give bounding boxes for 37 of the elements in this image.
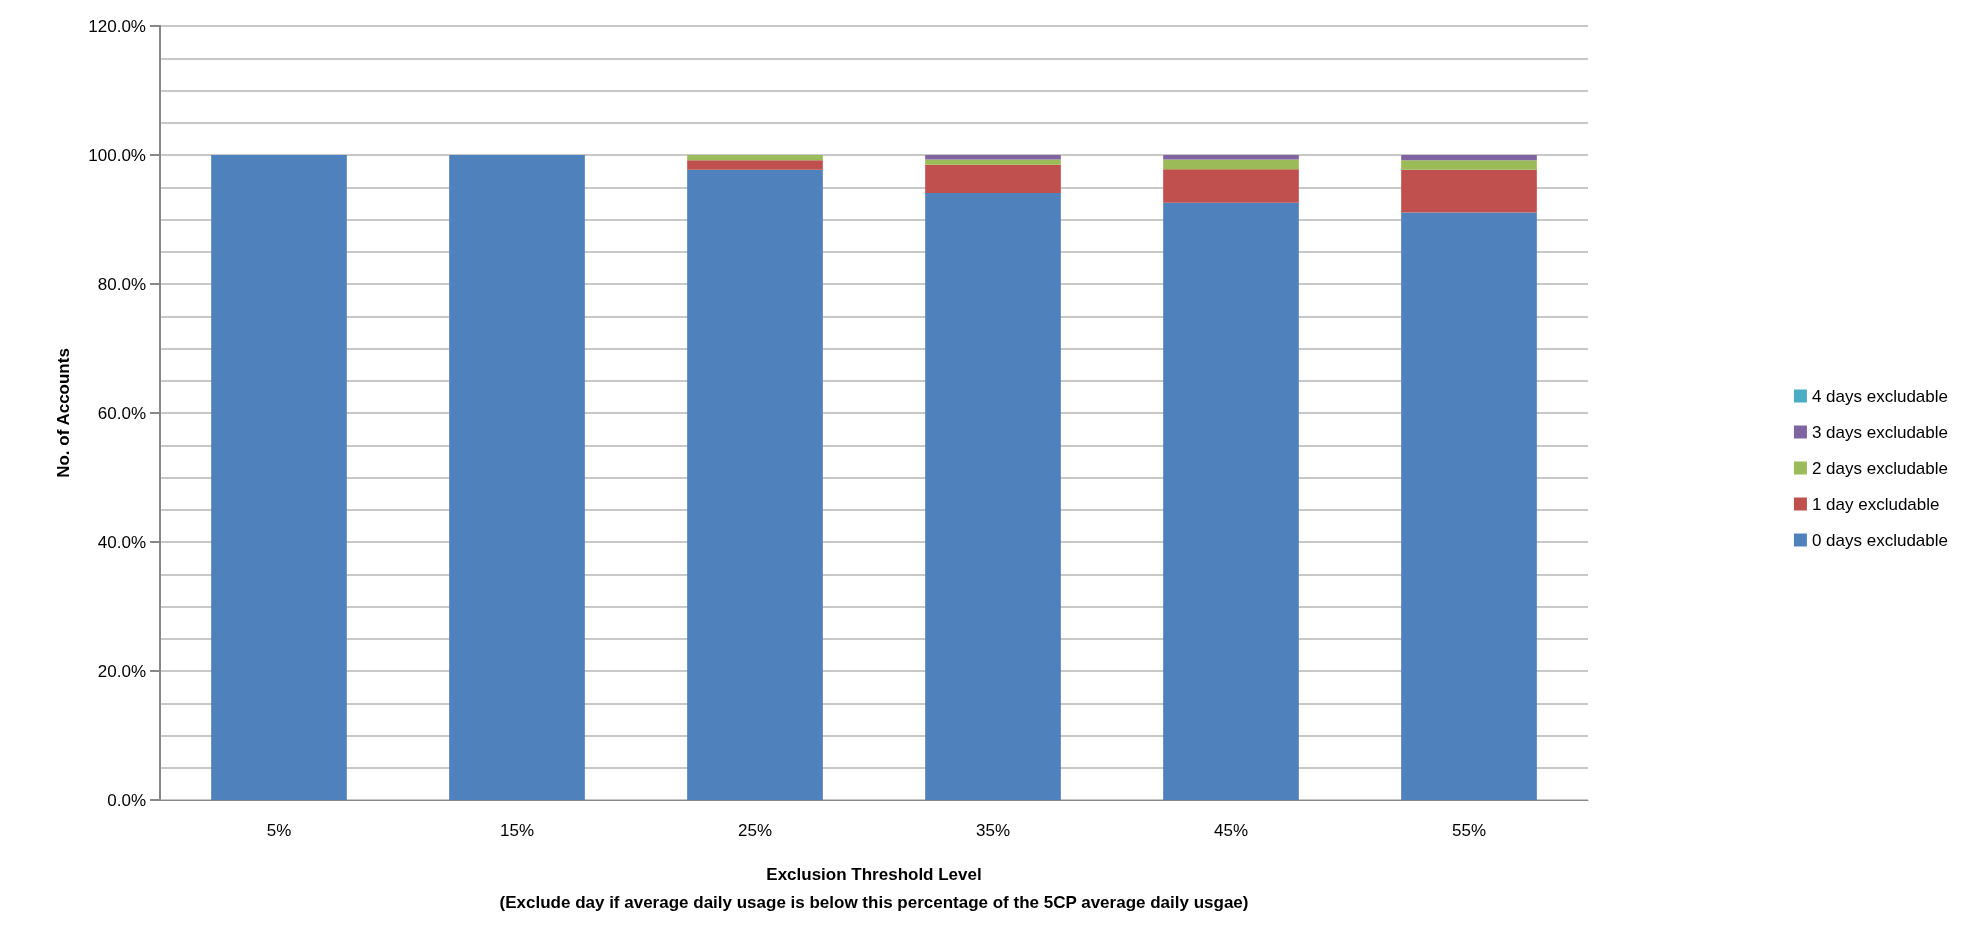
bar (687, 169, 823, 800)
bar (1401, 169, 1537, 213)
bar (925, 193, 1061, 800)
x-tick-label: 15% (499, 821, 535, 840)
bar (1163, 202, 1299, 800)
x-tick-label: 25% (737, 821, 773, 840)
bar (211, 155, 347, 800)
y-tick-label: 60.0% (97, 403, 146, 423)
bar (1401, 155, 1537, 161)
x-tick-label: 35% (975, 821, 1011, 840)
bar (449, 155, 585, 800)
y-tick-label: 0.0% (107, 790, 146, 810)
bar (687, 155, 823, 161)
y-tick-label: 20.0% (97, 661, 146, 681)
bar (1401, 160, 1537, 170)
legend-label: 2 days excludable (1811, 458, 1948, 478)
bar (925, 159, 1061, 165)
bar (1401, 212, 1537, 800)
bar (1163, 155, 1299, 160)
y-tick-label: 120.0% (88, 16, 146, 36)
bar (687, 160, 823, 170)
bar (925, 155, 1061, 160)
legend-label: 1 day excludable (1811, 494, 1940, 514)
legend-label: 0 days excludable (1811, 530, 1948, 550)
x-axis-title: Exclusion Threshold Level (Exclude day if average daily usage is below this percentage of the 5CP average daily usgae) (499, 864, 1249, 912)
bar (1163, 169, 1299, 203)
legend-label: 4 days excludable (1811, 386, 1948, 406)
bar (1163, 159, 1299, 170)
bar (925, 164, 1061, 194)
y-tick-label: 80.0% (97, 274, 146, 294)
y-axis-title: No. of Accounts (54, 348, 73, 478)
y-tick-label: 40.0% (97, 532, 146, 552)
y-tick-label: 100.0% (88, 145, 146, 165)
x-tick-label: 5% (266, 821, 292, 840)
x-tick-label: 55% (1451, 821, 1487, 840)
x-tick-label: 45% (1213, 821, 1249, 840)
legend-label: 3 days excludable (1811, 422, 1948, 442)
